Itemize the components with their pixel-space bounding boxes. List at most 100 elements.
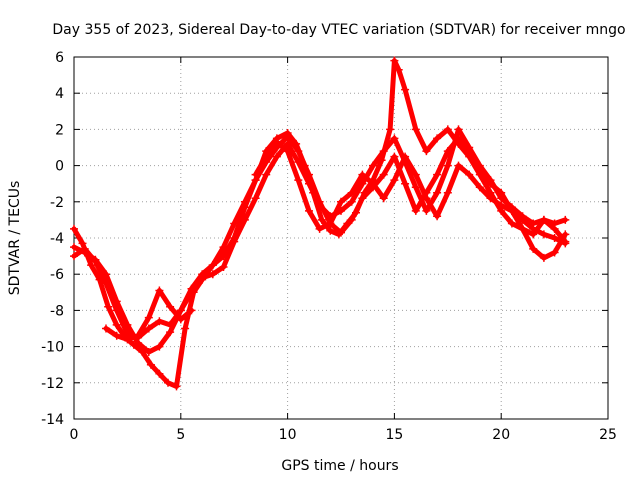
data-point [87, 261, 96, 270]
data-point [390, 152, 399, 161]
data-point [422, 147, 431, 156]
data-point [70, 252, 78, 261]
data-point [561, 230, 570, 239]
data-series [70, 56, 570, 391]
data-point [262, 152, 271, 161]
data-point [507, 219, 516, 228]
data-point [155, 286, 164, 295]
data-point [411, 170, 420, 179]
data-point [305, 206, 313, 215]
data-point [317, 215, 326, 224]
grid-lines [74, 57, 608, 419]
data-point [102, 279, 110, 288]
x-tick-label: 5 [176, 427, 185, 443]
data-point [550, 219, 559, 228]
data-point [550, 248, 559, 257]
data-point [411, 206, 420, 215]
data-point [454, 161, 463, 170]
data-point [230, 219, 239, 228]
data-point [294, 158, 303, 166]
data-point [561, 239, 570, 248]
data-point [486, 176, 495, 185]
data-point [240, 215, 249, 224]
data-point [379, 194, 388, 203]
y-tick-label: -6 [50, 267, 64, 283]
data-point [539, 253, 548, 262]
data-point [134, 331, 143, 340]
data-point [283, 132, 292, 141]
y-tick-label: -14 [41, 412, 64, 428]
data-point [294, 147, 303, 156]
data-point [326, 219, 335, 228]
data-point [272, 152, 281, 161]
data-point [422, 206, 431, 215]
data-point [394, 65, 403, 74]
data-point [166, 302, 175, 311]
data-point [347, 215, 356, 224]
series-track-4 [102, 286, 196, 344]
data-point [112, 331, 121, 340]
data-point [369, 161, 377, 170]
data-point [411, 183, 420, 192]
data-point [390, 56, 399, 65]
data-point [465, 170, 474, 179]
axis-ticks: 0 5 10 15 20 25 -14 -12 -10 -8 -6 -4 -2 0 2 4 6 [41, 50, 617, 443]
data-point [230, 237, 239, 246]
data-point [155, 317, 164, 326]
data-point [401, 152, 410, 161]
data-point [443, 161, 452, 170]
data-point [529, 224, 538, 233]
data-point [102, 324, 110, 333]
data-point [369, 179, 377, 188]
data-point [486, 194, 495, 203]
y-axis-label: SDTVAR / TECUs [7, 181, 23, 296]
x-tick-label: 25 [599, 427, 617, 443]
data-point [176, 315, 185, 324]
data-point [433, 170, 442, 179]
data-point [433, 212, 442, 221]
data-point [337, 197, 345, 206]
data-point [390, 176, 399, 185]
series-track-1 [70, 56, 570, 391]
data-point [443, 188, 452, 197]
data-point [326, 226, 335, 235]
data-point [112, 320, 121, 329]
series-trace [71, 58, 568, 389]
data-point [539, 215, 548, 224]
data-point [443, 125, 452, 134]
data-point [251, 194, 260, 203]
data-point [70, 224, 78, 233]
x-tick-label: 10 [279, 427, 297, 443]
data-point [208, 261, 217, 270]
data-point [70, 243, 78, 252]
data-point [379, 170, 388, 179]
data-point [240, 197, 249, 206]
data-point [155, 369, 164, 378]
data-point [539, 230, 548, 239]
data-point [294, 176, 303, 185]
data-point [386, 125, 395, 134]
data-point [379, 147, 388, 156]
y-tick-label: -12 [41, 376, 64, 392]
data-point [347, 188, 356, 197]
data-point [315, 201, 324, 210]
data-point [187, 306, 196, 315]
data-point [283, 147, 292, 156]
data-point [123, 335, 132, 344]
data-point [283, 139, 292, 148]
series-trace [253, 139, 568, 246]
series-track-3 [70, 125, 570, 342]
data-point [411, 125, 420, 134]
data-point [164, 378, 172, 387]
data-point [497, 201, 506, 210]
data-point [518, 215, 527, 224]
data-point [104, 302, 113, 311]
data-point [561, 215, 570, 224]
data-point [337, 228, 345, 237]
data-point [422, 194, 431, 203]
data-point [187, 288, 196, 297]
data-point [433, 134, 442, 143]
series-track-5 [251, 138, 570, 248]
data-point [144, 348, 153, 356]
data-point [219, 263, 228, 271]
